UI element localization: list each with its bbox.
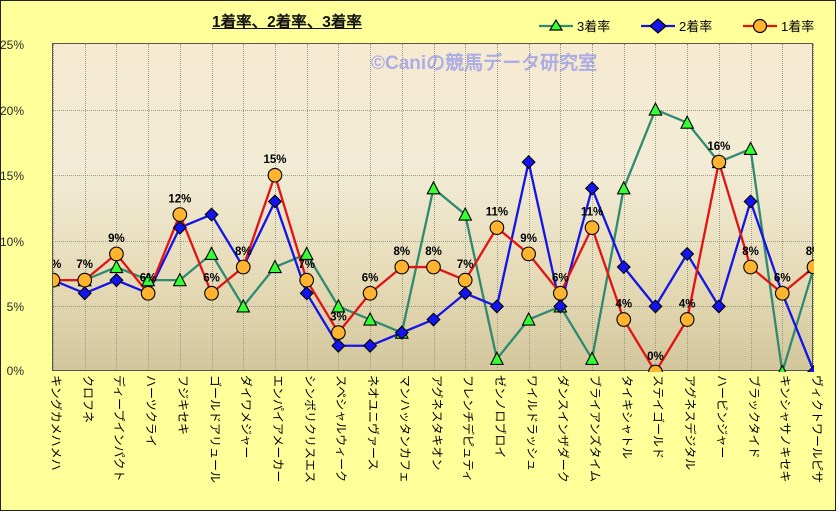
svg-text:7%: 7%: [76, 259, 93, 271]
svg-text:7%: 7%: [298, 259, 315, 271]
svg-text:16%: 16%: [707, 141, 730, 153]
svg-text:7%: 7%: [457, 259, 474, 271]
svg-text:6%: 6%: [203, 272, 220, 284]
svg-text:11%: 11%: [581, 207, 603, 219]
svg-text:3着率: 3着率: [577, 19, 610, 34]
svg-text:6%: 6%: [774, 272, 791, 284]
svg-text:8%: 8%: [235, 246, 252, 258]
svg-text:8%: 8%: [742, 246, 759, 258]
svg-text:8%: 8%: [806, 246, 814, 258]
svg-text:11%: 11%: [486, 207, 508, 219]
svg-text:4%: 4%: [615, 299, 632, 311]
svg-text:0%: 0%: [647, 351, 664, 363]
svg-text:3%: 3%: [330, 312, 347, 324]
svg-text:6%: 6%: [362, 272, 379, 284]
svg-text:12%: 12%: [168, 194, 191, 206]
svg-text:6%: 6%: [140, 272, 157, 284]
svg-text:4%: 4%: [679, 299, 696, 311]
svg-text:1着率: 1着率: [781, 19, 814, 34]
svg-text:2着率: 2着率: [679, 19, 712, 34]
svg-text:9%: 9%: [520, 233, 537, 245]
svg-text:9%: 9%: [108, 233, 125, 245]
svg-text:6%: 6%: [552, 272, 569, 284]
svg-text:15%: 15%: [263, 154, 286, 166]
svg-text:8%: 8%: [393, 246, 410, 258]
svg-text:7%: 7%: [53, 259, 61, 271]
svg-text:8%: 8%: [425, 246, 442, 258]
